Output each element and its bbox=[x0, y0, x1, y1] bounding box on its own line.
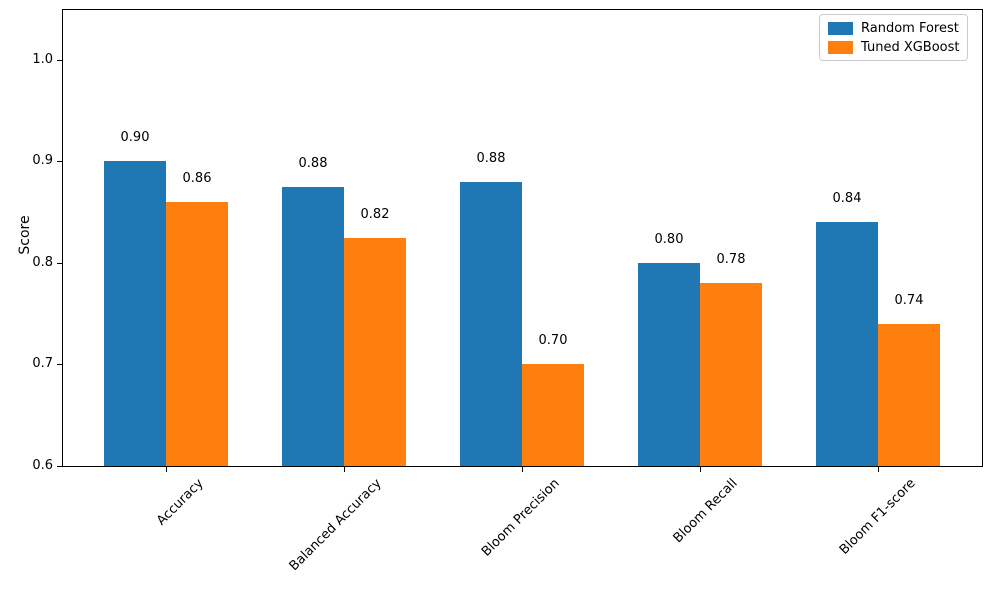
x-tick bbox=[344, 467, 345, 472]
bar-tuned-xgboost bbox=[166, 201, 228, 466]
x-tick-label: Bloom Precision bbox=[478, 476, 563, 560]
x-tick bbox=[166, 467, 167, 472]
x-tick-label: Balanced Accuracy bbox=[286, 476, 385, 575]
y-axis-label: Score bbox=[17, 215, 33, 255]
bar-value-label: 0.88 bbox=[476, 150, 506, 166]
x-tick-label: Bloom Recall bbox=[670, 476, 741, 547]
bar-tuned-xgboost bbox=[878, 323, 940, 466]
bar-random-forest bbox=[638, 262, 700, 466]
y-tick bbox=[57, 161, 62, 162]
bar-random-forest bbox=[282, 186, 344, 466]
x-tick-label: Accuracy bbox=[154, 476, 207, 529]
bar-value-label: 0.88 bbox=[298, 155, 328, 171]
y-tick bbox=[57, 60, 62, 61]
x-tick bbox=[522, 467, 523, 472]
bar-value-label: 0.80 bbox=[654, 231, 684, 247]
legend: Random Forest Tuned XGBoost bbox=[819, 14, 968, 61]
legend-swatch-tuned-xgboost bbox=[828, 41, 853, 54]
bar-value-label: 0.74 bbox=[894, 292, 924, 308]
bar-random-forest bbox=[104, 161, 166, 466]
y-tick bbox=[57, 364, 62, 365]
bar-value-label: 0.86 bbox=[182, 170, 212, 186]
bar-tuned-xgboost bbox=[344, 237, 406, 466]
axis-spine-right bbox=[982, 9, 983, 467]
legend-swatch-random-forest bbox=[828, 22, 853, 35]
bar-value-label: 0.84 bbox=[832, 191, 862, 207]
legend-label-tuned-xgboost: Tuned XGBoost bbox=[861, 40, 960, 55]
y-tick bbox=[57, 466, 62, 467]
bar-tuned-xgboost bbox=[700, 283, 762, 466]
axis-spine-top bbox=[62, 9, 983, 10]
bar-random-forest bbox=[460, 181, 522, 466]
bar-value-label: 0.90 bbox=[120, 130, 150, 146]
axis-spine-bottom bbox=[62, 466, 983, 467]
bar-value-label: 0.70 bbox=[538, 333, 568, 349]
bar-random-forest bbox=[816, 222, 878, 466]
y-tick-label: 0.9 bbox=[32, 153, 53, 168]
y-tick bbox=[57, 263, 62, 264]
x-tick-label: Bloom F1-score bbox=[836, 476, 919, 558]
x-tick bbox=[700, 467, 701, 472]
x-tick bbox=[878, 467, 879, 472]
y-tick-label: 1.0 bbox=[32, 52, 53, 67]
bar-value-label: 0.78 bbox=[716, 252, 746, 268]
legend-item: Tuned XGBoost bbox=[828, 38, 960, 57]
bar-tuned-xgboost bbox=[522, 364, 584, 466]
legend-item: Random Forest bbox=[828, 19, 959, 38]
axis-spine-left bbox=[62, 9, 63, 467]
y-tick-label: 0.6 bbox=[32, 458, 53, 473]
bar-value-label: 0.82 bbox=[360, 206, 390, 222]
y-tick-label: 0.7 bbox=[32, 356, 53, 371]
legend-label-random-forest: Random Forest bbox=[861, 21, 959, 36]
y-tick-label: 0.8 bbox=[32, 255, 53, 270]
